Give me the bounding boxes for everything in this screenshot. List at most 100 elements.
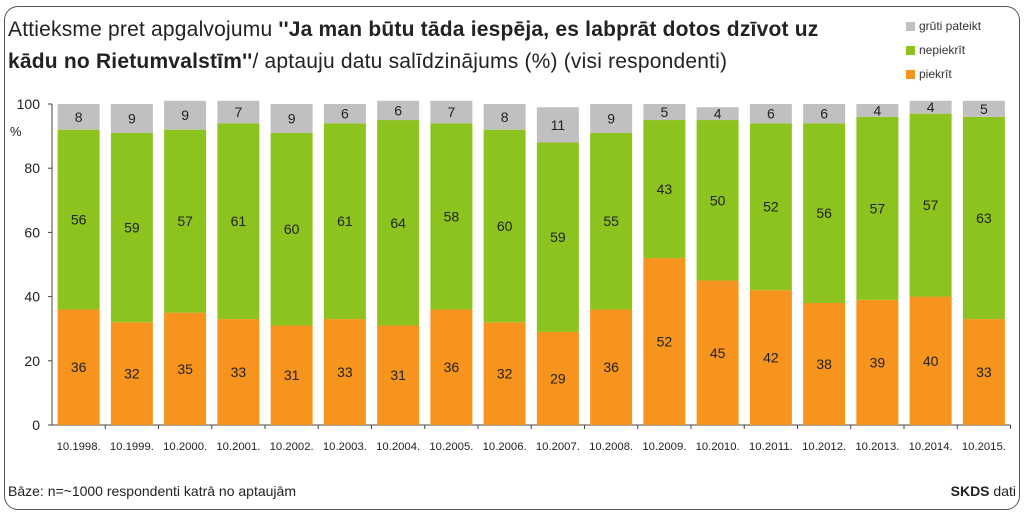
- x-tick-label: 10.2011.: [749, 441, 793, 453]
- data-label: 31: [284, 367, 300, 383]
- data-label: 5: [980, 101, 988, 117]
- bar-segment: [643, 104, 686, 121]
- x-tick-label: 10.2005.: [429, 441, 473, 453]
- bar-segment: [270, 132, 313, 326]
- data-label: 7: [234, 104, 242, 120]
- x-tick-label: 10.2015.: [962, 441, 1006, 453]
- bar-segment: [270, 104, 313, 133]
- base-note: Bāze: n=~1000 respondenti katrā no aptau…: [8, 483, 296, 499]
- bar-segment: [164, 312, 207, 425]
- data-label: 6: [820, 106, 828, 122]
- bar-segment: [430, 309, 473, 425]
- title-post: / aptauju datu salīdzinājums (%) (visi r…: [252, 50, 728, 73]
- y-tick-label: 100: [17, 96, 41, 112]
- bar-segment: [803, 123, 846, 304]
- data-label: 36: [71, 359, 87, 375]
- legend-label: grūti pateikt: [919, 19, 982, 33]
- data-label: 56: [71, 212, 87, 228]
- data-label: 57: [870, 200, 886, 216]
- data-label: 52: [657, 334, 673, 350]
- data-label: 32: [497, 366, 513, 382]
- bar-segment: [430, 100, 473, 124]
- data-label: 29: [550, 370, 566, 386]
- data-label: 59: [550, 229, 566, 245]
- bar-segment: [590, 309, 633, 425]
- legend-item-gruti: grūti pateikt: [906, 14, 981, 38]
- data-label: 42: [763, 350, 779, 366]
- bar-segment: [749, 104, 792, 124]
- x-tick-label: 10.2008.: [589, 441, 633, 453]
- data-label: 7: [447, 104, 455, 120]
- bar-segment: [483, 322, 526, 425]
- data-label: 56: [816, 205, 832, 221]
- bar-segment: [856, 104, 899, 117]
- x-tick-label: 10.1998.: [57, 441, 101, 453]
- y-tick-label: 80: [24, 160, 40, 176]
- x-tick-label: 10.2001.: [216, 441, 260, 453]
- title-pre: Attieksme pret apgalvojumu: [8, 18, 279, 41]
- legend-label: piekrīt: [919, 67, 952, 81]
- legend: grūti pateikt nepiekrīt piekrīt: [906, 14, 981, 86]
- bar-segment: [57, 104, 100, 130]
- data-label: 33: [337, 364, 353, 380]
- bar-segment: [536, 107, 579, 143]
- bar-segment: [110, 104, 153, 133]
- data-label: 36: [444, 359, 460, 375]
- bar-segment: [856, 299, 899, 425]
- data-label: 9: [607, 110, 615, 126]
- data-label: 57: [923, 197, 939, 213]
- bar-segment: [962, 319, 1005, 425]
- data-label: 9: [181, 107, 189, 123]
- x-tick-label: 10.2000.: [163, 441, 207, 453]
- bar-segment: [323, 123, 366, 320]
- data-label: 4: [714, 106, 722, 122]
- bar-segment: [377, 100, 420, 121]
- bar-segment: [483, 129, 526, 323]
- bar-segment: [217, 100, 260, 124]
- data-label: 9: [288, 110, 296, 126]
- bar-segment: [217, 319, 260, 425]
- bar-segment: [749, 290, 792, 425]
- data-label: 35: [177, 361, 193, 377]
- bar-segment: [643, 258, 686, 425]
- bar-segment: [110, 132, 153, 323]
- bar-segment: [962, 100, 1005, 117]
- title-bold: ''Ja man būtu tāda iespēja, es labprāt d…: [8, 18, 819, 73]
- x-tick-label: 10.2009.: [642, 441, 686, 453]
- x-tick-label: 10.2012.: [802, 441, 846, 453]
- bar-segment: [377, 325, 420, 425]
- bar-segment: [483, 104, 526, 130]
- bar-segment: [57, 129, 100, 310]
- bar-segment: [270, 325, 313, 425]
- legend-swatch: [906, 45, 915, 55]
- x-tick-label: 10.2014.: [909, 441, 953, 453]
- bar-segment: [536, 142, 579, 332]
- y-axis-label: %: [10, 124, 22, 139]
- data-label: 4: [927, 99, 935, 115]
- legend-item-piekrit: piekrīt: [906, 62, 981, 86]
- x-tick-label: 10.2013.: [855, 441, 899, 453]
- data-label: 61: [231, 213, 247, 229]
- legend-item-nepiekrit: nepiekrīt: [906, 38, 981, 62]
- data-label: 52: [763, 199, 779, 215]
- bar-segment: [909, 100, 952, 114]
- data-label: 33: [976, 364, 992, 380]
- data-label: 6: [394, 102, 402, 118]
- bar-segment: [323, 104, 366, 124]
- data-label: 43: [657, 181, 673, 197]
- bar-segment: [590, 132, 633, 310]
- data-label: 4: [873, 102, 881, 118]
- y-tick-label: 20: [24, 353, 40, 369]
- data-label: 60: [284, 221, 300, 237]
- x-tick-label: 10.2002.: [270, 441, 314, 453]
- bar-segment: [377, 120, 420, 326]
- bar-segment: [749, 123, 792, 291]
- y-tick-label: 40: [24, 289, 40, 305]
- x-tick-label: 10.2007.: [536, 441, 580, 453]
- data-label: 11: [551, 117, 566, 133]
- legend-swatch: [906, 21, 915, 31]
- data-label: 33: [231, 364, 247, 380]
- data-label: 8: [75, 109, 83, 125]
- data-label: 59: [124, 220, 140, 236]
- bar-segment: [696, 280, 739, 425]
